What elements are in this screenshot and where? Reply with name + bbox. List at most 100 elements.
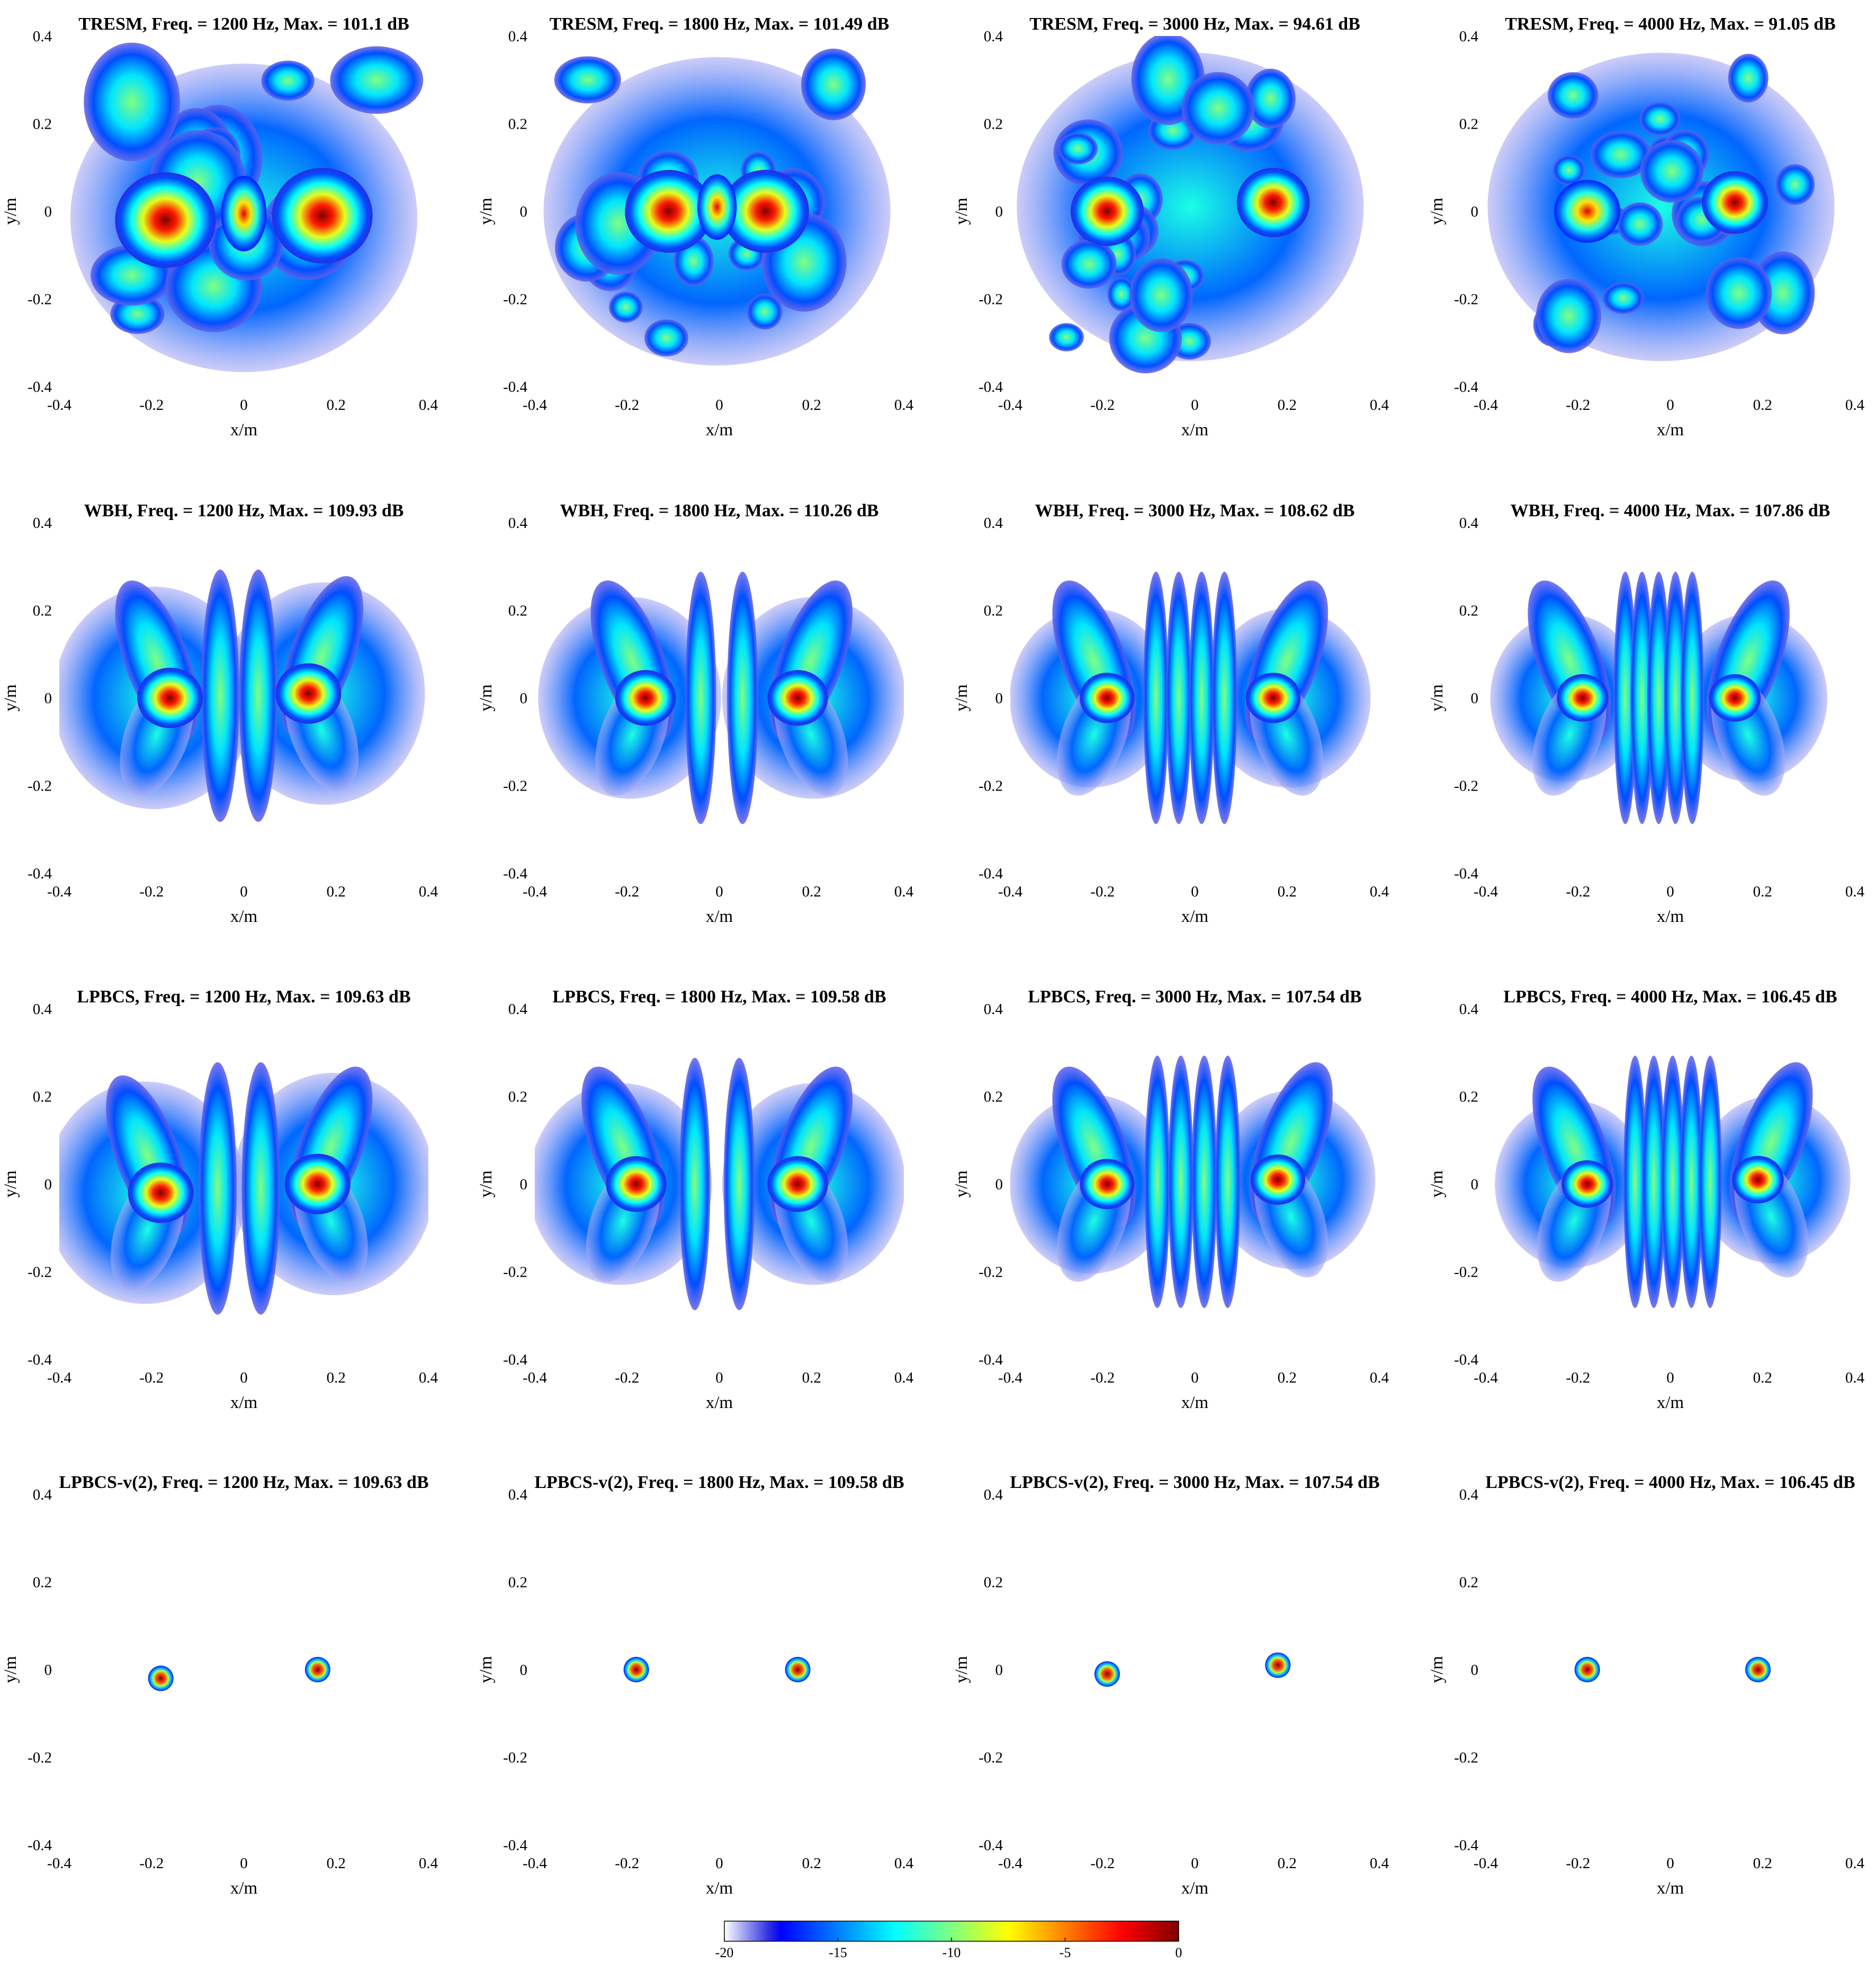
y-tick-label: 0.2 bbox=[33, 1574, 52, 1591]
y-tick-label: -0.2 bbox=[28, 1264, 52, 1281]
colorbar-tick-label: -5 bbox=[1060, 1945, 1071, 1960]
x-tick-label: 0.2 bbox=[1753, 883, 1772, 900]
source-peak bbox=[1080, 1159, 1135, 1209]
x-tick-label: -0.2 bbox=[139, 883, 164, 900]
x-tick-label: 0 bbox=[1666, 1855, 1674, 1872]
x-tick-label: 0.4 bbox=[419, 1369, 438, 1386]
source-peak bbox=[1554, 180, 1621, 243]
heatmap-field bbox=[1487, 52, 1835, 362]
x-axis-label: x/m bbox=[1657, 907, 1684, 926]
y-tick-label: 0.4 bbox=[1459, 515, 1479, 532]
y-tick-label: 0.4 bbox=[1459, 1486, 1479, 1503]
source-peak bbox=[1557, 674, 1609, 722]
x-tick-label: -0.4 bbox=[47, 883, 71, 900]
y-axis-label: y/m bbox=[952, 1656, 971, 1683]
x-tick-label: 0.4 bbox=[894, 883, 914, 900]
x-tick-label: 0.2 bbox=[802, 883, 821, 900]
y-tick-label: -0.4 bbox=[503, 865, 527, 882]
x-axis-label: x/m bbox=[230, 1393, 258, 1412]
source-peak bbox=[1080, 672, 1135, 723]
panel-title: TRESM, Freq. = 1800 Hz, Max. = 101.49 dB bbox=[550, 14, 890, 34]
x-tick-label: 0.4 bbox=[419, 397, 438, 414]
source-peak bbox=[1702, 171, 1768, 234]
x-tick-label: -0.2 bbox=[1566, 1369, 1590, 1386]
heatmap-field bbox=[535, 1057, 904, 1311]
x-tick-label: 0.2 bbox=[327, 1369, 346, 1386]
stripe-lobe bbox=[1189, 571, 1215, 824]
stripe-lobe bbox=[685, 571, 716, 824]
y-tick-label: -0.2 bbox=[979, 1264, 1003, 1281]
stripe-lobe bbox=[727, 571, 758, 824]
side-lobe bbox=[644, 319, 688, 357]
x-tick-label: 0.2 bbox=[327, 883, 346, 900]
x-tick-label: 0.4 bbox=[894, 1855, 914, 1872]
heatmap-field bbox=[148, 1657, 330, 1691]
heatmap-field bbox=[543, 48, 891, 366]
y-tick-label: 0 bbox=[1471, 203, 1479, 220]
x-tick-label: 0.2 bbox=[1278, 1855, 1297, 1872]
source-peak bbox=[304, 1657, 330, 1682]
heatmap-field bbox=[538, 571, 904, 824]
side-lobe bbox=[1049, 323, 1084, 352]
side-lobe bbox=[1728, 53, 1769, 103]
side-lobe bbox=[801, 48, 866, 121]
y-tick-label: 0 bbox=[520, 1662, 528, 1679]
x-tick-label: 0 bbox=[715, 883, 723, 900]
x-tick-label: -0.2 bbox=[1566, 397, 1590, 414]
side-lobe bbox=[1706, 257, 1772, 329]
y-axis-label: y/m bbox=[477, 684, 496, 712]
side-lobe bbox=[330, 46, 424, 114]
heatmap-field bbox=[1010, 571, 1371, 824]
heatmap-field bbox=[623, 1657, 811, 1682]
side-lobe bbox=[1617, 202, 1663, 246]
x-tick-label: -0.4 bbox=[523, 397, 547, 414]
panel: LPBCS, Freq. = 4000 Hz, Max. = 106.45 dB… bbox=[1428, 987, 1865, 1412]
y-tick-label: 0 bbox=[995, 203, 1003, 220]
source-peak bbox=[767, 1156, 828, 1212]
panel-title: TRESM, Freq. = 1200 Hz, Max. = 101.1 dB bbox=[78, 14, 409, 34]
panel-title: LPBCS-v(2), Freq. = 3000 Hz, Max. = 107.… bbox=[1010, 1473, 1379, 1492]
colorbar-tick-label: -15 bbox=[829, 1945, 847, 1960]
y-tick-label: 0 bbox=[1471, 1662, 1479, 1679]
y-tick-label: 0.2 bbox=[984, 603, 1003, 620]
side-lobe bbox=[1181, 72, 1255, 145]
x-tick-label: -0.4 bbox=[1474, 1369, 1498, 1386]
y-tick-label: 0.2 bbox=[508, 116, 527, 133]
source-peak bbox=[1236, 167, 1310, 237]
panel-grid: TRESM, Freq. = 1200 Hz, Max. = 101.1 dB -… bbox=[1, 14, 1865, 1898]
panel-title: LPBCS-v(2), Freq. = 1800 Hz, Max. = 109.… bbox=[534, 1473, 904, 1492]
y-tick-label: -0.2 bbox=[1454, 778, 1478, 795]
y-tick-label: 0 bbox=[520, 690, 528, 707]
x-tick-label: -0.2 bbox=[139, 397, 164, 414]
y-tick-label: 0.2 bbox=[508, 1089, 527, 1106]
x-tick-label: -0.4 bbox=[1474, 397, 1498, 414]
y-tick-label: 0.4 bbox=[33, 515, 52, 532]
stripe-lobe bbox=[1143, 571, 1169, 824]
x-axis-label: x/m bbox=[706, 1879, 733, 1898]
y-tick-label: 0.2 bbox=[1459, 1089, 1478, 1106]
side-lobe bbox=[1602, 282, 1644, 314]
panel-title: LPBCS, Freq. = 3000 Hz, Max. = 107.54 dB bbox=[1028, 987, 1361, 1007]
y-tick-label: -0.2 bbox=[1454, 291, 1478, 308]
panel: LPBCS-v(2), Freq. = 4000 Hz, Max. = 106.… bbox=[1428, 1473, 1865, 1898]
y-tick-label: -0.2 bbox=[28, 291, 52, 308]
stripe-lobe bbox=[1144, 1055, 1170, 1308]
heatmap-field bbox=[70, 42, 424, 372]
y-tick-label: 0.4 bbox=[508, 515, 528, 532]
side-lobe bbox=[1640, 140, 1704, 203]
x-tick-label: -0.2 bbox=[1090, 1369, 1115, 1386]
panel: LPBCS, Freq. = 1800 Hz, Max. = 109.58 dB… bbox=[477, 987, 914, 1412]
x-tick-label: 0 bbox=[1666, 397, 1674, 414]
source-peak bbox=[1732, 1155, 1784, 1204]
panel: TRESM, Freq. = 4000 Hz, Max. = 91.05 dB -… bbox=[1428, 14, 1865, 440]
y-tick-label: 0.4 bbox=[1459, 1001, 1479, 1018]
y-tick-label: -0.2 bbox=[503, 1750, 527, 1766]
panel: TRESM, Freq. = 1800 Hz, Max. = 101.49 dB… bbox=[477, 14, 914, 440]
x-tick-label: -0.2 bbox=[139, 1855, 164, 1872]
stripe-lobe bbox=[1211, 571, 1237, 824]
panel-title: TRESM, Freq. = 3000 Hz, Max. = 94.61 dB bbox=[1029, 14, 1360, 34]
x-tick-label: -0.2 bbox=[1090, 883, 1115, 900]
source-peak bbox=[115, 172, 216, 268]
stripe-lobe bbox=[1642, 1055, 1666, 1308]
x-tick-label: -0.4 bbox=[998, 1369, 1022, 1386]
